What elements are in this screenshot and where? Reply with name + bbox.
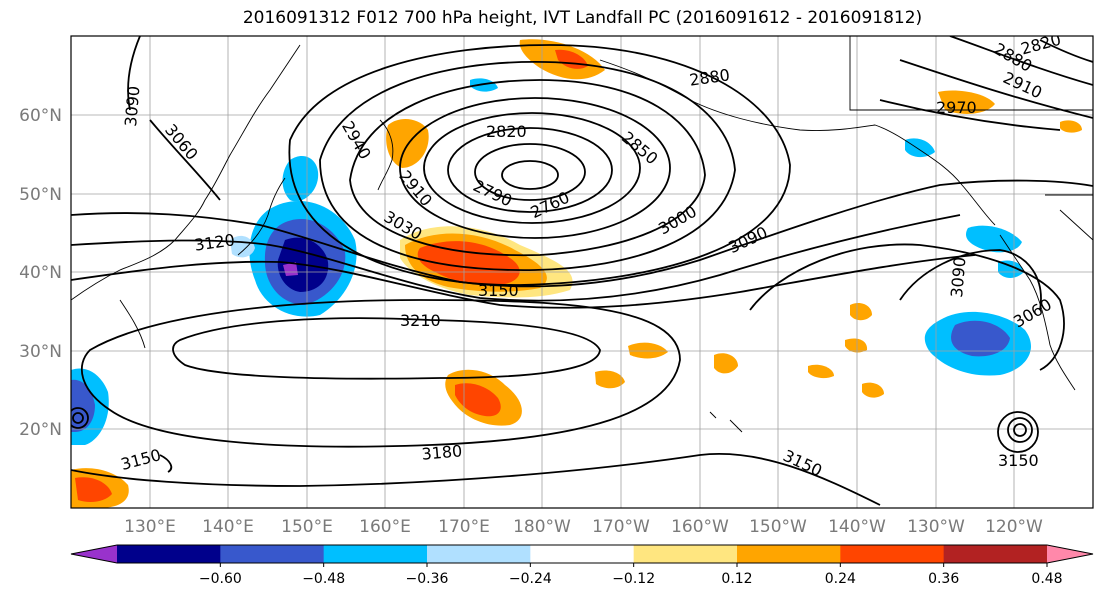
contour-label: 3090 — [947, 256, 969, 298]
colorbar-cell — [117, 545, 221, 563]
colorbar-cell — [427, 545, 531, 563]
map-title: 2016091312 F012 700 hPa height, IVT Land… — [242, 8, 923, 28]
lon-tick-label: 160°W — [671, 517, 729, 537]
colorbar-cell — [943, 545, 1048, 563]
colorbar-tick-label: −0.48 — [302, 571, 345, 587]
lat-tick-label: 50°N — [19, 185, 62, 205]
colorbar-tick-label: 0.36 — [928, 571, 959, 587]
colorbar-cell — [323, 545, 428, 563]
colorbar-tick-label: 0.24 — [825, 571, 856, 587]
lon-tick-label: 180°W — [513, 517, 571, 537]
lon-tick-label: 150°W — [749, 517, 807, 537]
colorbar-tick-label: −0.36 — [406, 571, 449, 587]
lon-tick-label: 160°E — [359, 517, 411, 537]
height-contours — [71, 36, 1093, 506]
lon-tick-label: 140°W — [828, 517, 886, 537]
colorbar-tick-label: −0.24 — [509, 571, 552, 587]
lat-tick-label: 30°N — [19, 342, 62, 362]
colorbar-tick-label: 0.12 — [721, 571, 752, 587]
colorbar: −0.60 −0.48 −0.36 −0.24 −0.12 0.12 0.24 0.36 0.4… — [70, 544, 1094, 587]
lat-tick-label: 20°N — [19, 420, 62, 440]
lon-tick-label: 130°W — [907, 517, 965, 537]
colorbar-extend-left — [71, 545, 117, 563]
contour-label: 3090 — [121, 85, 143, 127]
contour-label: 3180 — [421, 441, 463, 463]
contour-label: 3210 — [400, 311, 441, 330]
plot-frame — [70, 35, 1094, 509]
colorbar-cell — [530, 545, 635, 563]
lon-tick-label: 120°W — [985, 517, 1043, 537]
latitude-ticks: 20°N 30°N 40°N 50°N 60°N — [19, 106, 62, 440]
colorbar-tick-label: −0.12 — [612, 571, 655, 587]
colorbar-extend-right — [1047, 545, 1093, 563]
contour-label: 2970 — [936, 98, 977, 117]
colorbar-tick-label: 0.48 — [1031, 571, 1062, 587]
longitude-ticks: 130°E 140°E 150°E 160°E 170°E 180°W 170°… — [124, 517, 1043, 537]
contour-label: 3150 — [998, 451, 1039, 470]
lat-tick-label: 40°N — [19, 263, 62, 283]
colorbar-tick-label: −0.60 — [199, 571, 242, 587]
lat-tick-label: 60°N — [19, 106, 62, 126]
colorbar-cell — [840, 545, 945, 563]
colorbar-cell — [220, 545, 325, 563]
colorbar-cell — [737, 545, 841, 563]
contour-label: 2820 — [486, 122, 527, 141]
lon-tick-label: 150°E — [281, 517, 333, 537]
lon-tick-label: 170°W — [592, 517, 650, 537]
lon-tick-label: 130°E — [124, 517, 176, 537]
colorbar-cell — [633, 545, 738, 563]
lon-tick-label: 170°E — [438, 517, 490, 537]
lon-tick-label: 140°E — [202, 517, 254, 537]
plot-area: 2820 2850 2880 2910 2940 2970 3000 3030 … — [71, 36, 1093, 508]
contour-label: 3150 — [478, 281, 519, 300]
